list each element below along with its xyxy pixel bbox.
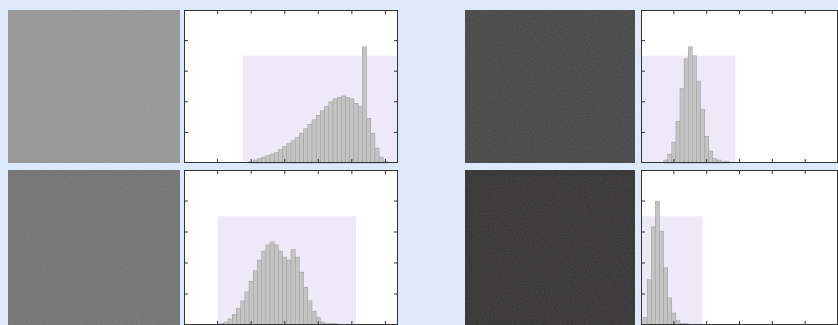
histogram-bar-top-right-10 [704, 135, 709, 164]
histogram-bar-top-left-13 [303, 128, 309, 164]
histogram-bar-top-right-7 [692, 55, 697, 164]
histogram-bar-bottom-left-3 [232, 314, 237, 325]
histogram-bar-top-left-29 [370, 132, 376, 164]
histogram-bar-top-right-4 [679, 88, 685, 164]
histogram-bar-bottom-right-4 [659, 231, 664, 325]
histogram-bar-top-left-27 [362, 46, 367, 164]
histogram-bar-top-left-20 [332, 98, 338, 164]
histogram-bar-bottom-left-21 [307, 300, 313, 325]
histogram-bar-bottom-left-14 [278, 250, 283, 325]
histogram-bar-top-right-8 [696, 80, 701, 164]
histogram-bar-top-left-12 [299, 132, 304, 164]
histogram-bar-top-left-16 [315, 115, 321, 164]
histogram-bar-top-left-15 [311, 119, 317, 164]
histogram-bar-bottom-right-0 [642, 317, 648, 325]
histogram-bar-top-left-4 [265, 155, 271, 164]
histogram-bar-top-left-6 [273, 152, 279, 164]
histogram-bar-bottom-right-6 [667, 297, 673, 325]
histogram-bar-bottom-left-15 [282, 256, 288, 325]
histogram-bar-bottom-right-2 [651, 226, 656, 325]
histogram-bar-top-right-3 [675, 121, 681, 164]
histogram-bar-top-left-10 [290, 140, 296, 164]
histogram-bar-top-right-9 [700, 109, 705, 164]
histogram-bar-top-left-24 [349, 98, 355, 164]
histogram-bar-top-left-5 [269, 153, 275, 164]
histogram-bar-bottom-left-10 [261, 250, 267, 325]
image-noise-bottom-right [465, 170, 635, 325]
histogram-bar-bottom-right-7 [671, 312, 677, 325]
image-noise-bottom-left [8, 170, 180, 325]
histogram-bar-top-right-5 [683, 58, 689, 164]
histogram-bar-bottom-left-6 [244, 291, 250, 325]
histogram-bar-top-left-23 [345, 97, 350, 164]
histogram-bar-bottom-right-5 [663, 267, 668, 325]
histogram-bar-top-left-14 [307, 124, 313, 164]
image-noise-top-left [8, 10, 180, 163]
histogram-bar-bottom-left-18 [294, 256, 300, 325]
histogram-bar-top-left-28 [366, 118, 371, 164]
histogram-bar-bottom-left-22 [311, 311, 317, 325]
histogram-bar-top-left-22 [341, 95, 346, 164]
histogram-bar-top-left-9 [286, 143, 292, 164]
histogram-bar-top-left-11 [294, 137, 300, 164]
histogram-bar-bottom-right-1 [646, 279, 652, 325]
histogram-bar-top-left-30 [374, 147, 380, 164]
histogram-bar-bottom-left-7 [248, 280, 254, 325]
histogram-bar-bottom-left-17 [290, 249, 296, 325]
histogram-bar-top-left-26 [357, 106, 363, 164]
histogram-bar-top-right-1 [667, 153, 673, 164]
histogram-bar-top-left-25 [353, 103, 359, 164]
histogram-bar-top-left-17 [320, 110, 325, 164]
histogram-bar-bottom-left-19 [299, 271, 304, 325]
histogram-bar-bottom-left-20 [303, 287, 309, 325]
histogram-bar-top-left-21 [336, 97, 342, 164]
histogram-bar-bottom-right-3 [655, 200, 660, 325]
histogram-bar-bottom-left-13 [273, 244, 279, 325]
histogram-bar-bottom-left-5 [240, 300, 246, 325]
histogram-bar-top-right-11 [708, 150, 714, 164]
histogram-bar-top-right-6 [687, 46, 693, 164]
histogram-bar-bottom-left-16 [286, 259, 292, 325]
histogram-bar-top-left-7 [278, 149, 283, 164]
histogram-bar-top-left-18 [324, 106, 330, 164]
histogram-bar-bottom-right-8 [675, 320, 681, 325]
histogram-bar-bottom-left-4 [236, 308, 241, 325]
histogram-bar-bottom-left-11 [265, 244, 271, 325]
histogram-bar-bottom-left-12 [269, 241, 275, 325]
plot-frame-top-left [184, 10, 398, 163]
histogram-bar-top-left-19 [328, 101, 334, 164]
histogram-bar-bottom-left-9 [257, 259, 262, 325]
image-noise-top-right [465, 10, 635, 163]
histogram-bar-bottom-left-8 [252, 270, 258, 325]
